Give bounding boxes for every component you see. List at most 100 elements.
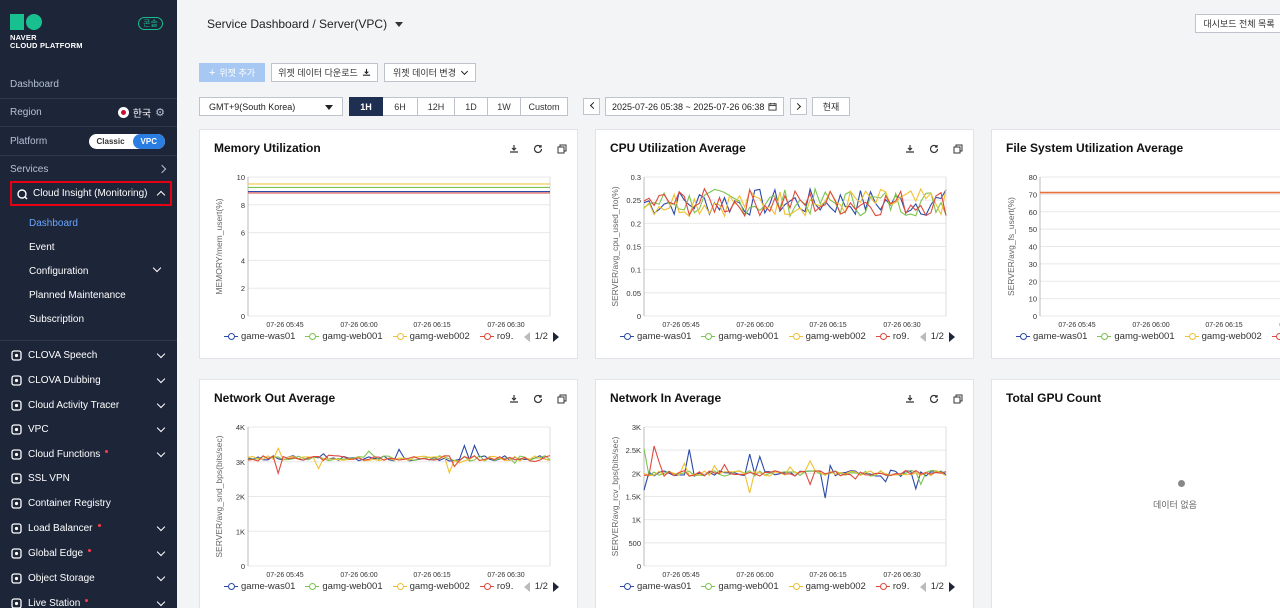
range-6h[interactable]: 6H: [383, 97, 418, 116]
legend-item[interactable]: ro9․: [479, 581, 514, 592]
legend-item[interactable]: game-was01: [620, 331, 691, 342]
copy-icon[interactable]: [557, 394, 567, 404]
new-badge-dot: [85, 598, 89, 602]
range-1w[interactable]: 1W: [488, 97, 521, 116]
legend-item[interactable]: gamg-web001: [1097, 331, 1175, 342]
legend-item[interactable]: gamg-web002: [788, 331, 866, 342]
legend-item[interactable]: gamg-web002: [788, 581, 866, 592]
range-1d[interactable]: 1D: [455, 97, 488, 116]
legend-item[interactable]: game-was01: [1016, 331, 1087, 342]
legend-item[interactable]: gamg-web002: [392, 581, 470, 592]
timezone-select[interactable]: GMT+9(South Korea): [199, 97, 343, 116]
range-custom[interactable]: Custom: [521, 97, 568, 116]
add-widget-button[interactable]: + 위젯 추가: [199, 63, 265, 82]
sub-configuration[interactable]: Configuration: [29, 266, 89, 277]
new-badge-dot: [105, 449, 109, 453]
download-icon[interactable]: [905, 394, 915, 404]
functions-icon: [10, 448, 22, 460]
next-page-icon[interactable]: [552, 581, 559, 592]
sub-planned-maintenance[interactable]: Planned Maintenance: [29, 290, 126, 301]
legend-item[interactable]: game-was01: [620, 581, 691, 592]
prev-page-icon[interactable]: [919, 581, 926, 592]
legend-item[interactable]: gamg-web001: [305, 331, 383, 342]
sidebar-service-container-registry[interactable]: Container Registry: [10, 494, 170, 512]
sidebar-service-label: Container Registry: [28, 497, 111, 509]
legend-item[interactable]: ro9․: [875, 581, 910, 592]
cloud-insight-menu[interactable]: Cloud Insight (Monitoring): [10, 181, 172, 206]
legend-pager: 1/2: [919, 581, 955, 592]
refresh-icon[interactable]: [533, 394, 543, 404]
download-icon[interactable]: [509, 144, 519, 154]
y-axis-title: MEMORY/mem_usert(%): [214, 198, 224, 294]
legend-item[interactable]: gamg-web002: [1184, 331, 1262, 342]
region-row[interactable]: Region 한국 ⚙: [10, 106, 165, 120]
sidebar-service-live-station[interactable]: Live Station: [10, 594, 170, 608]
legend-label: gamg-web002: [805, 581, 866, 592]
sidebar-service-cloud-activity-tracer[interactable]: Cloud Activity Tracer: [10, 396, 170, 414]
download-icon[interactable]: [905, 144, 915, 154]
y-tick-label: 20: [1029, 277, 1037, 286]
next-page-icon[interactable]: [948, 331, 955, 342]
next-page-icon[interactable]: [948, 581, 955, 592]
sidebar-service-clova-dubbing[interactable]: CLOVA Dubbing: [10, 371, 170, 389]
download-widget-data-button[interactable]: 위젯 데이터 다운로드: [271, 63, 378, 82]
breadcrumb[interactable]: Service Dashboard / Server(VPC): [207, 17, 404, 31]
x-tick-label: 07-26 06:00: [1132, 322, 1169, 329]
sub-dashboard[interactable]: Dashboard: [29, 218, 78, 229]
prev-page-icon[interactable]: [919, 331, 926, 342]
change-widget-data-button[interactable]: 위젯 데이터 변경: [384, 63, 476, 82]
sidebar-service-object-storage[interactable]: Object Storage: [10, 569, 170, 587]
sub-event[interactable]: Event: [29, 242, 55, 253]
sidebar-service-cloud-functions[interactable]: Cloud Functions: [10, 445, 170, 463]
caret-down-icon: [395, 21, 404, 27]
page-indicator: 1/2: [534, 581, 548, 592]
copy-icon[interactable]: [557, 144, 567, 154]
platform-vpc[interactable]: VPC: [132, 133, 165, 149]
time-range-field[interactable]: 2025-07-26 05:38 ~ 2025-07-26 06:38: [605, 97, 784, 116]
legend-item[interactable]: ro9․: [875, 331, 910, 342]
legend-item[interactable]: ro9․: [1271, 331, 1280, 342]
chart-legend: game-was01 gamg-web001 gamg-web002 ro9․: [1016, 331, 1280, 342]
copy-icon[interactable]: [953, 144, 963, 154]
range-12h[interactable]: 12H: [418, 97, 455, 116]
services-row[interactable]: Services: [0, 157, 177, 181]
new-badge-dot: [97, 523, 101, 527]
legend-item[interactable]: game-was01: [224, 331, 295, 342]
refresh-icon[interactable]: [929, 144, 939, 154]
sidebar-service-global-edge[interactable]: Global Edge: [10, 544, 170, 562]
now-button[interactable]: 현재: [812, 97, 850, 116]
legend-item[interactable]: gamg-web001: [305, 581, 383, 592]
all-dashboards-button[interactable]: 대시보드 전체 목록: [1195, 14, 1280, 33]
prev-page-icon[interactable]: [523, 331, 530, 342]
series-line-gamg-web001: [643, 448, 946, 486]
widget-title: CPU Utilization Average: [610, 141, 746, 155]
sub-subscription[interactable]: Subscription: [29, 314, 85, 325]
copy-icon[interactable]: [953, 394, 963, 404]
prev-page-icon[interactable]: [523, 581, 530, 592]
download-icon[interactable]: [509, 394, 519, 404]
legend-marker: [392, 333, 407, 340]
sidebar-service-ssl-vpn[interactable]: SSL VPN: [10, 469, 170, 487]
legend-item[interactable]: ro9․: [479, 331, 514, 342]
legend-item[interactable]: gamg-web001: [701, 581, 779, 592]
platform-classic[interactable]: Classic: [96, 136, 125, 146]
refresh-icon[interactable]: [533, 144, 543, 154]
legend-item[interactable]: gamg-web002: [392, 331, 470, 342]
next-page-icon[interactable]: [552, 331, 559, 342]
gear-icon[interactable]: ⚙: [155, 106, 165, 119]
calendar-icon[interactable]: [768, 102, 777, 111]
sidebar-service-load-balancer[interactable]: Load Balancer: [10, 519, 170, 537]
sidebar-service-clova-speech[interactable]: CLOVA Speech: [10, 346, 170, 364]
next-range-button[interactable]: [790, 98, 807, 115]
sidebar-service-vpc[interactable]: VPC: [10, 420, 170, 438]
naver-cloud-logo[interactable]: NAVER CLOUD PLATFORM: [10, 14, 83, 50]
legend-item[interactable]: gamg-web001: [701, 331, 779, 342]
platform-toggle[interactable]: Classic VPC: [88, 133, 165, 149]
refresh-icon[interactable]: [929, 394, 939, 404]
x-tick-label: 07-26 05:45: [662, 322, 699, 329]
widget-memory-utilization: Memory Utilization 0 2 4 6 8 10 MEMORY/mem_user…: [199, 129, 578, 359]
legend-item[interactable]: game-was01: [224, 581, 295, 592]
prev-range-button[interactable]: [583, 98, 600, 115]
range-1h[interactable]: 1H: [349, 97, 383, 116]
sidebar-dashboard[interactable]: Dashboard: [10, 78, 59, 90]
